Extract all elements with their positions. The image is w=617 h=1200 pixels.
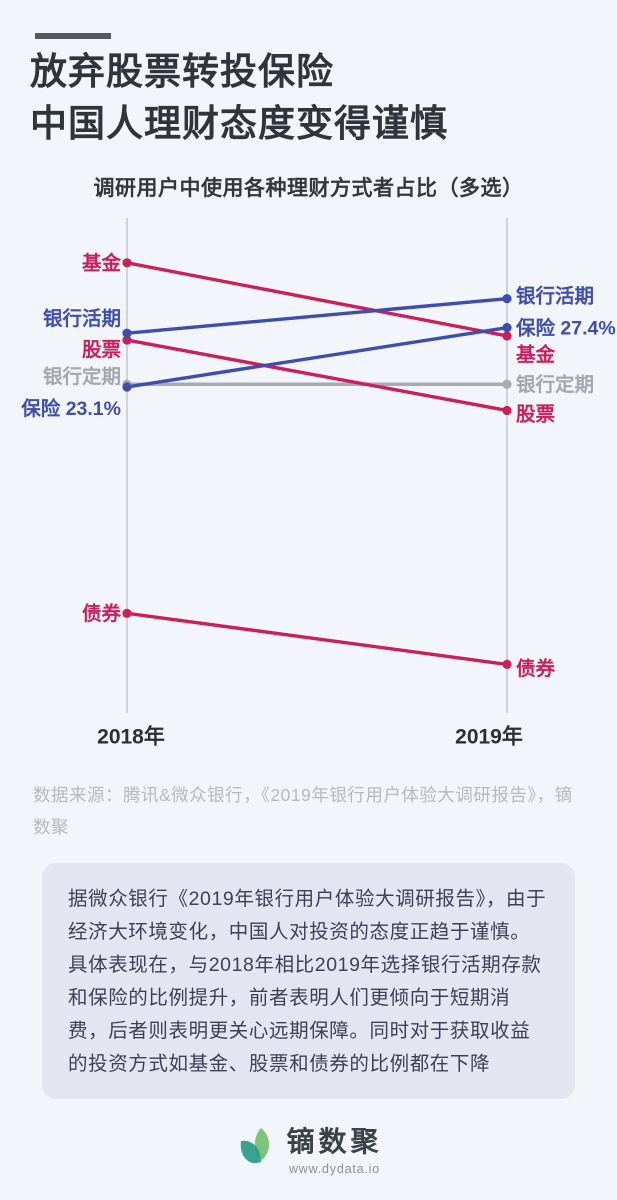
label-2018-bank-fixed: 银行定期: [43, 365, 121, 388]
page-title-line-1: 放弃股票转投保险: [30, 51, 334, 92]
dot-2019-bank-demand: [502, 294, 512, 304]
dot-2018-bank-fixed: [122, 379, 132, 389]
summary-box: 据微众银行《2019年银行用户体验大调研报告》，由于经济大环境变化，中国人对投资…: [42, 863, 575, 1099]
dot-2019-bank-fixed: [502, 379, 512, 389]
label-2019-fund: 基金: [515, 343, 556, 366]
label-2018-bonds: 债券: [82, 602, 122, 625]
label-2019-bank-demand: 银行活期: [516, 285, 594, 308]
axis-label-2018: 2018年: [97, 724, 165, 748]
label-2019-stocks: 股票: [516, 403, 555, 425]
series-line-bonds: [125, 611, 509, 667]
leaf-dark: [241, 1140, 262, 1164]
label-2018-fund: 基金: [81, 252, 122, 275]
dot-2018-bank-demand: [122, 328, 132, 338]
logo-leaf-icon: [241, 1128, 270, 1164]
axis-label-2019: 2019年: [455, 724, 523, 748]
dot-2019-bonds: [502, 659, 512, 669]
title-accent-dash: [35, 33, 111, 39]
series-line-bank-demand: [125, 296, 509, 335]
page-title: 放弃股票转投保险 中国人理财态度变得谨慎: [30, 46, 448, 150]
logo-text-block: 镝数聚 www.dydata.io: [286, 1120, 382, 1176]
summary-text: 据微众银行《2019年银行用户体验大调研报告》，由于经济大环境变化，中国人对投资…: [68, 888, 547, 1075]
page-title-line-2: 中国人理财态度变得谨慎: [30, 103, 448, 144]
dot-2018-insurance: [122, 382, 132, 392]
dot-2018-stocks: [122, 335, 132, 345]
footer-logo: 镝数聚 www.dydata.io: [0, 1120, 617, 1176]
data-source-note: 数据来源：腾讯&微众银行，《2019年银行用户体验大调研报告》，镝数聚: [33, 785, 573, 837]
logo-url: www.dydata.io: [288, 1162, 380, 1176]
label-2018-insurance: 保险 23.1%: [20, 397, 121, 420]
dot-2019-stocks: [502, 405, 512, 416]
label-2018-stocks: 股票: [82, 339, 121, 361]
dot-2018-fund: [122, 258, 132, 268]
label-2019-bonds: 债券: [516, 657, 556, 680]
dot-2018-bonds: [122, 608, 132, 618]
dot-2019-fund: [502, 331, 512, 341]
label-2019-insurance: 保险 27.4%: [515, 316, 616, 339]
series-line-stocks: [125, 338, 509, 413]
series-line-fund: [125, 261, 509, 338]
chart-title: 调研用户中使用各种理财方式者占比（多选）: [93, 177, 524, 200]
label-2018-bank-demand: 银行活期: [43, 307, 121, 330]
label-2019-bank-fixed: 银行定期: [516, 373, 594, 396]
series-line-insurance: [125, 325, 509, 389]
logo-name: 镝数聚: [286, 1126, 383, 1157]
dot-2019-insurance: [502, 323, 512, 333]
